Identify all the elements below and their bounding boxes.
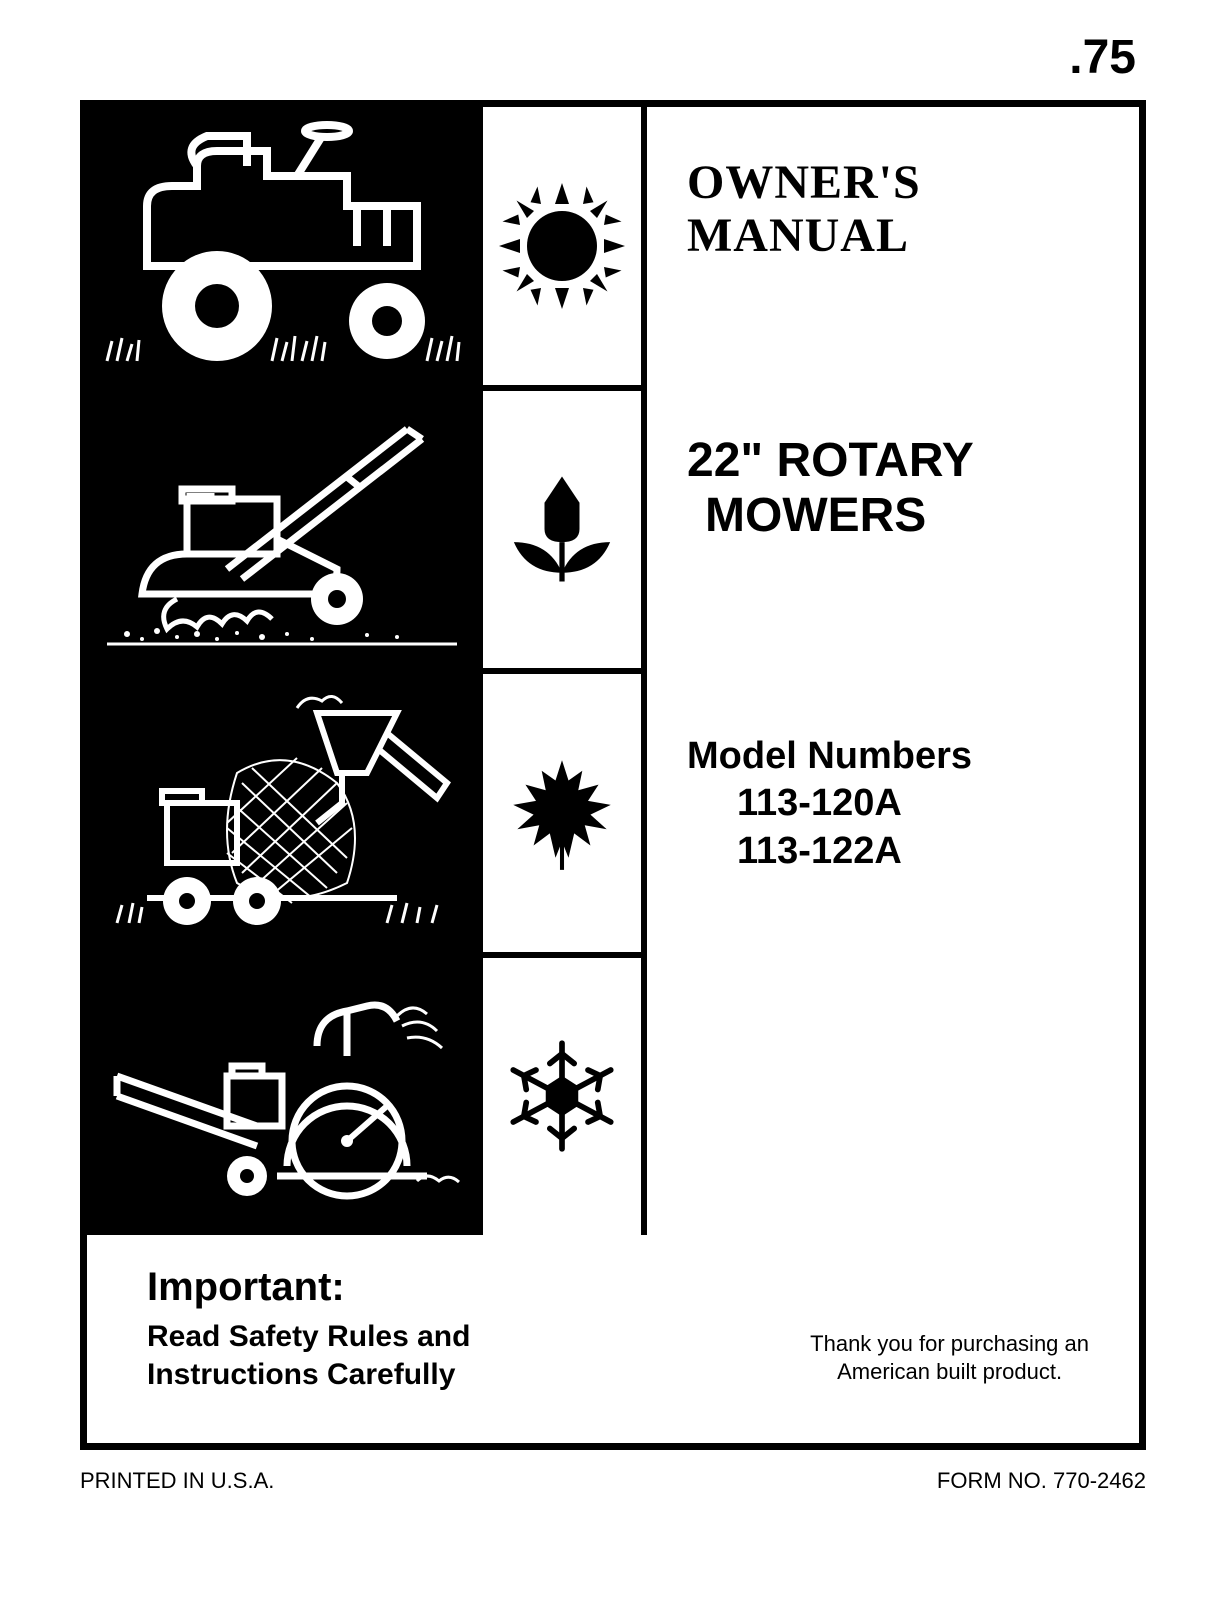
- cover-frame: OWNER'S MANUAL 22" ROTARY MOWERS Model N…: [80, 100, 1146, 1450]
- title-panel: OWNER'S MANUAL 22" ROTARY MOWERS Model N…: [647, 107, 1139, 1235]
- icon-row-fall: [87, 674, 641, 958]
- owners-manual-heading: OWNER'S MANUAL: [687, 157, 1109, 263]
- form-number: FORM NO. 770-2462: [937, 1468, 1146, 1494]
- maple-leaf-icon: [477, 674, 641, 952]
- thanks-line1: Thank you for purchasing an: [810, 1330, 1089, 1359]
- printed-in: PRINTED IN U.S.A.: [80, 1468, 274, 1494]
- product-title: 22" ROTARY MOWERS: [687, 433, 1109, 543]
- product-line1: 22" ROTARY: [687, 433, 1109, 488]
- tiller-icon: [87, 391, 477, 669]
- product-line2: MOWERS: [687, 488, 1109, 543]
- riding-mower-icon: [87, 107, 477, 385]
- icon-row-winter: [87, 958, 641, 1236]
- owners-line2: MANUAL: [687, 210, 1109, 263]
- important-line2: Instructions Carefully: [147, 1356, 470, 1394]
- snowflake-icon: [477, 958, 641, 1236]
- tulip-icon: [477, 391, 641, 669]
- important-heading: Important:: [147, 1265, 470, 1310]
- important-block: Important: Read Safety Rules and Instruc…: [147, 1265, 470, 1393]
- icon-grid: [87, 107, 647, 1235]
- bottom-row: Important: Read Safety Rules and Instruc…: [87, 1235, 1139, 1443]
- page-footer: PRINTED IN U.S.A. FORM NO. 770-2462: [80, 1468, 1146, 1494]
- thanks-line2: American built product.: [810, 1358, 1089, 1387]
- important-line1: Read Safety Rules and: [147, 1318, 470, 1356]
- chipper-icon: [87, 674, 477, 952]
- model-1: 113-120A: [687, 780, 1109, 828]
- owners-line1: OWNER'S: [687, 157, 1109, 210]
- model-2: 113-122A: [687, 828, 1109, 876]
- upper-section: OWNER'S MANUAL 22" ROTARY MOWERS Model N…: [87, 107, 1139, 1235]
- icon-row-spring: [87, 391, 641, 675]
- icon-row-summer: [87, 107, 641, 391]
- thanks-text: Thank you for purchasing an American bui…: [810, 1330, 1089, 1393]
- model-numbers: Model Numbers 113-120A 113-122A: [687, 733, 1109, 876]
- sun-icon: [477, 107, 641, 385]
- model-heading: Model Numbers: [687, 733, 1109, 781]
- price-label: .75: [1069, 30, 1136, 85]
- snow-thrower-icon: [87, 958, 477, 1236]
